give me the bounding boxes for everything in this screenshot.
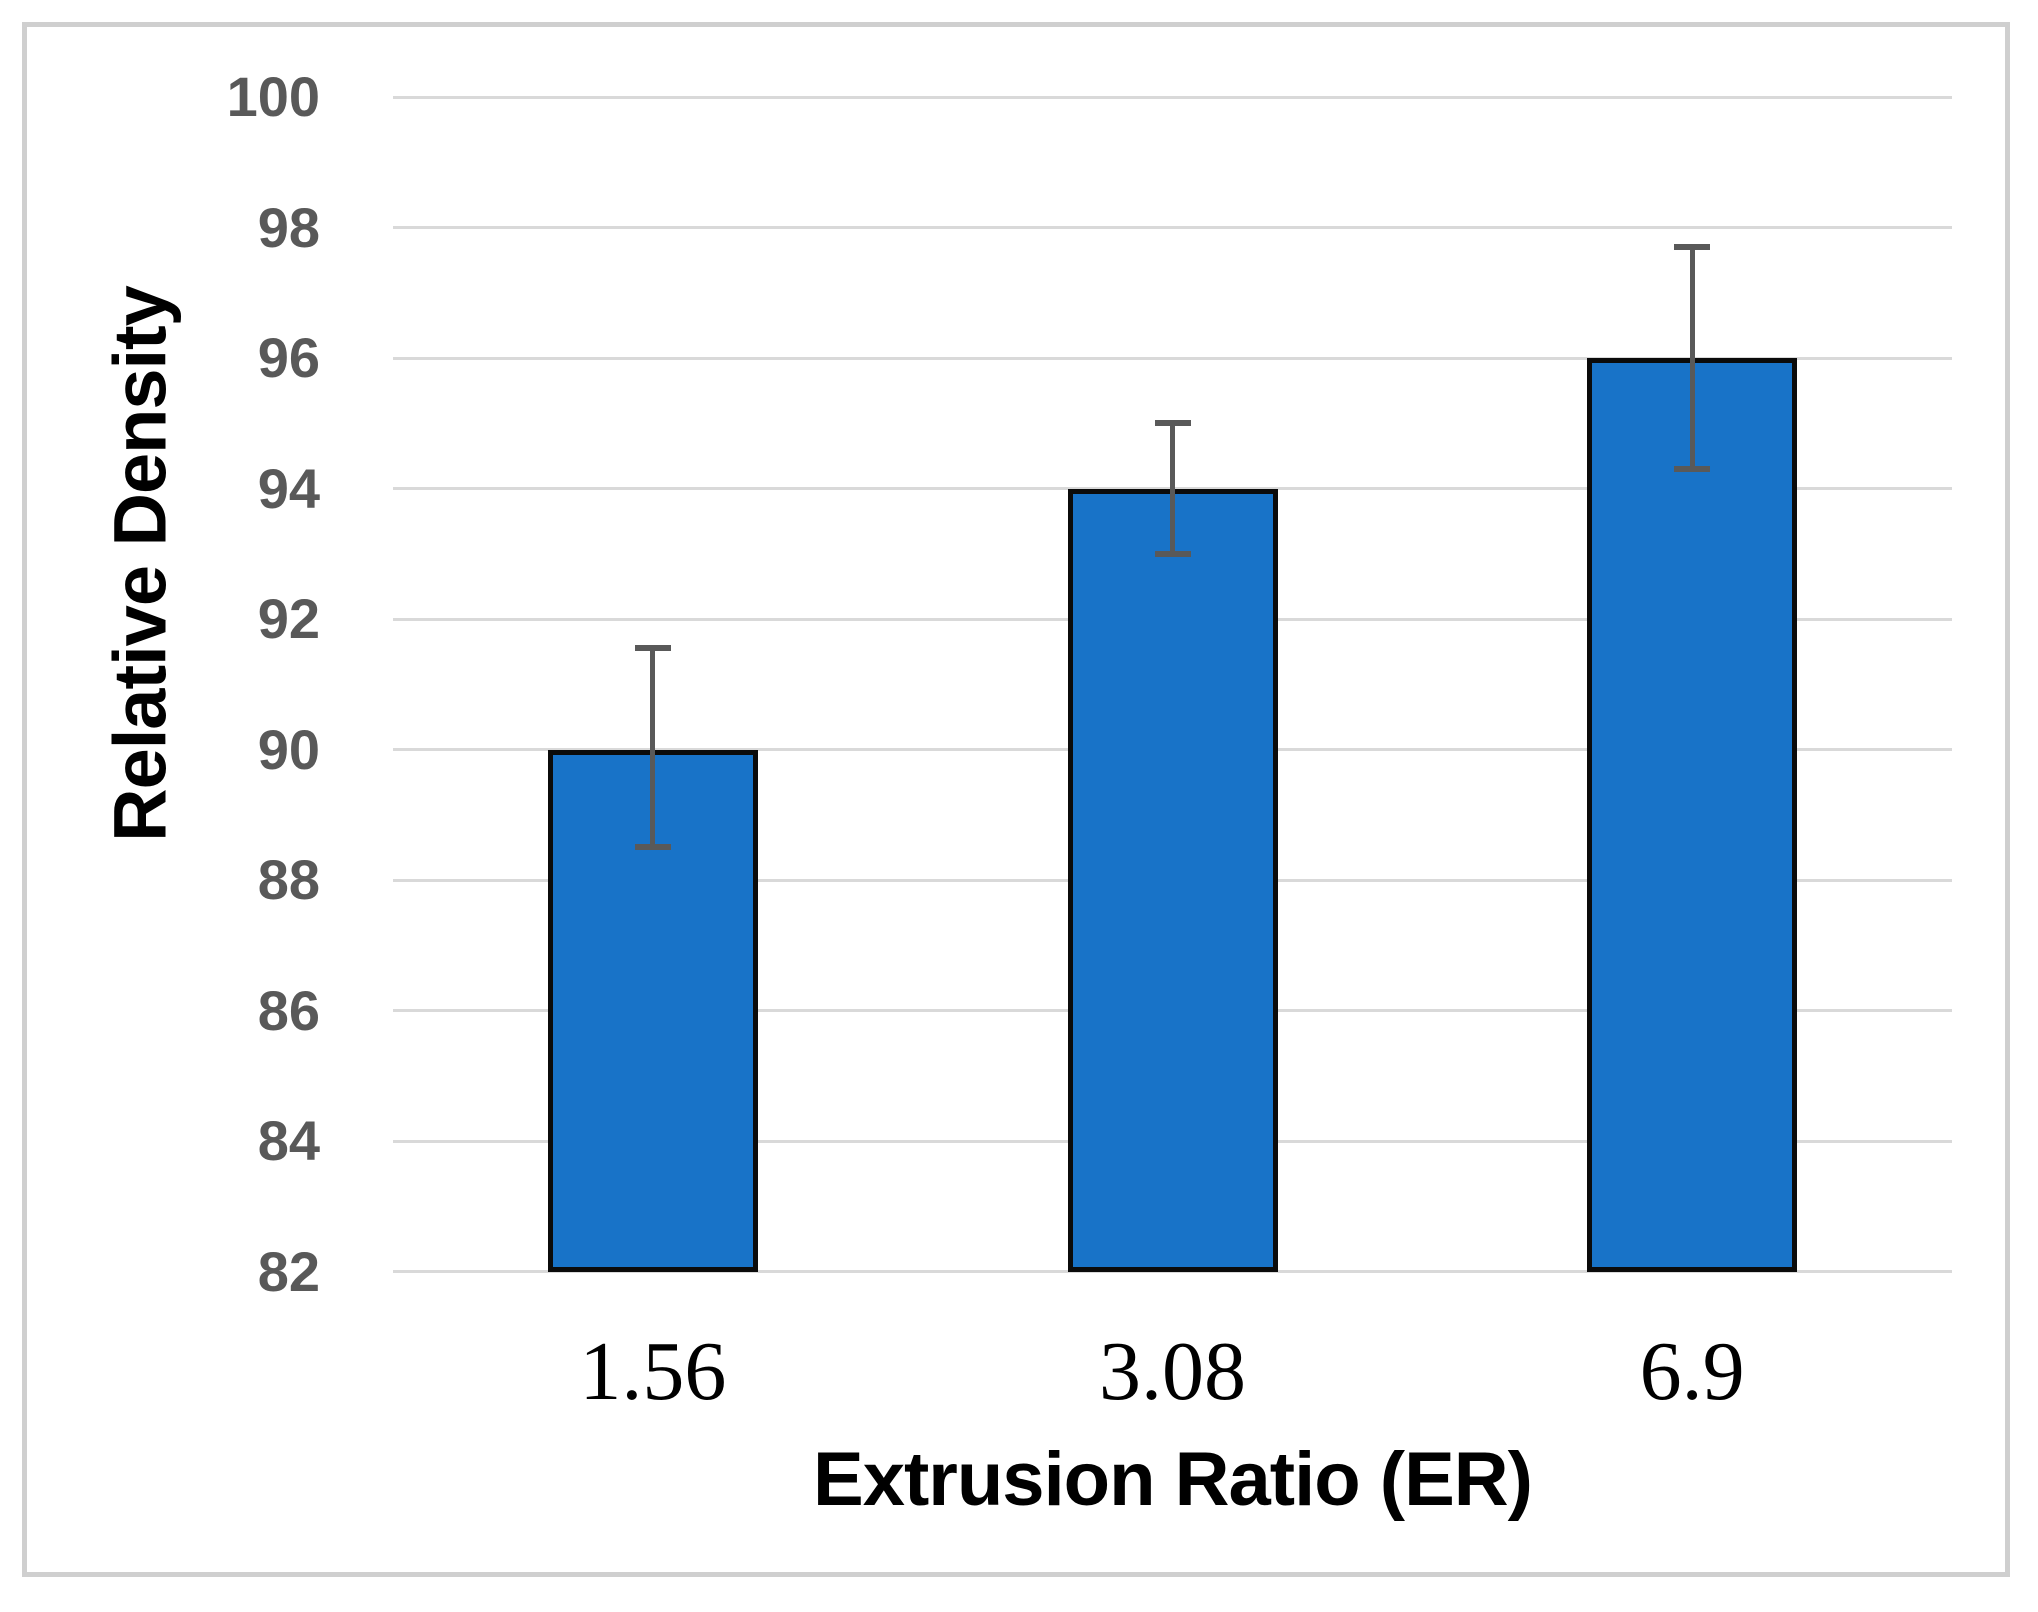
error-bar-cap-top-3.08 — [1154, 420, 1191, 427]
error-bar-line-3.08 — [1170, 423, 1175, 554]
y-tick-label-94: 94 — [257, 456, 320, 520]
error-bar-line-1.56 — [650, 648, 656, 848]
x-tick-label-6.9: 6.9 — [1639, 1325, 1745, 1418]
y-tick-label-84: 84 — [257, 1109, 320, 1172]
bar-3.08 — [1067, 488, 1278, 1272]
y-tick-label-90: 90 — [257, 717, 320, 781]
error-bar-cap-bottom-6.9 — [1674, 465, 1711, 472]
x-tick-label-1.56: 1.56 — [579, 1325, 727, 1418]
error-bar-line-6.9 — [1689, 247, 1695, 469]
gridline-y-98 — [393, 226, 1952, 229]
y-tick-label-100: 100 — [226, 65, 320, 128]
bar-6.9 — [1587, 358, 1798, 1272]
x-axis-title: Extrusion Ratio (ER) — [813, 1437, 1533, 1522]
y-tick-label-88: 88 — [257, 848, 320, 911]
gridline-y-96 — [393, 356, 1952, 360]
y-tick-label-82: 82 — [257, 1239, 320, 1303]
x-tick-label-3.08: 3.08 — [1099, 1325, 1246, 1418]
error-bar-cap-top-1.56 — [634, 645, 671, 652]
y-tick-label-96: 96 — [257, 326, 320, 389]
y-axis-title: Relative Density — [98, 286, 182, 842]
gridline-y-82 — [393, 1270, 1952, 1273]
y-tick-label-86: 86 — [257, 978, 320, 1042]
error-bar-cap-bottom-1.56 — [634, 844, 671, 851]
y-tick-label-98: 98 — [257, 195, 320, 259]
gridline-y-100 — [393, 95, 1952, 99]
y-tick-label-92: 92 — [257, 587, 320, 650]
error-bar-cap-top-6.9 — [1674, 244, 1711, 251]
error-bar-cap-bottom-3.08 — [1154, 550, 1191, 557]
